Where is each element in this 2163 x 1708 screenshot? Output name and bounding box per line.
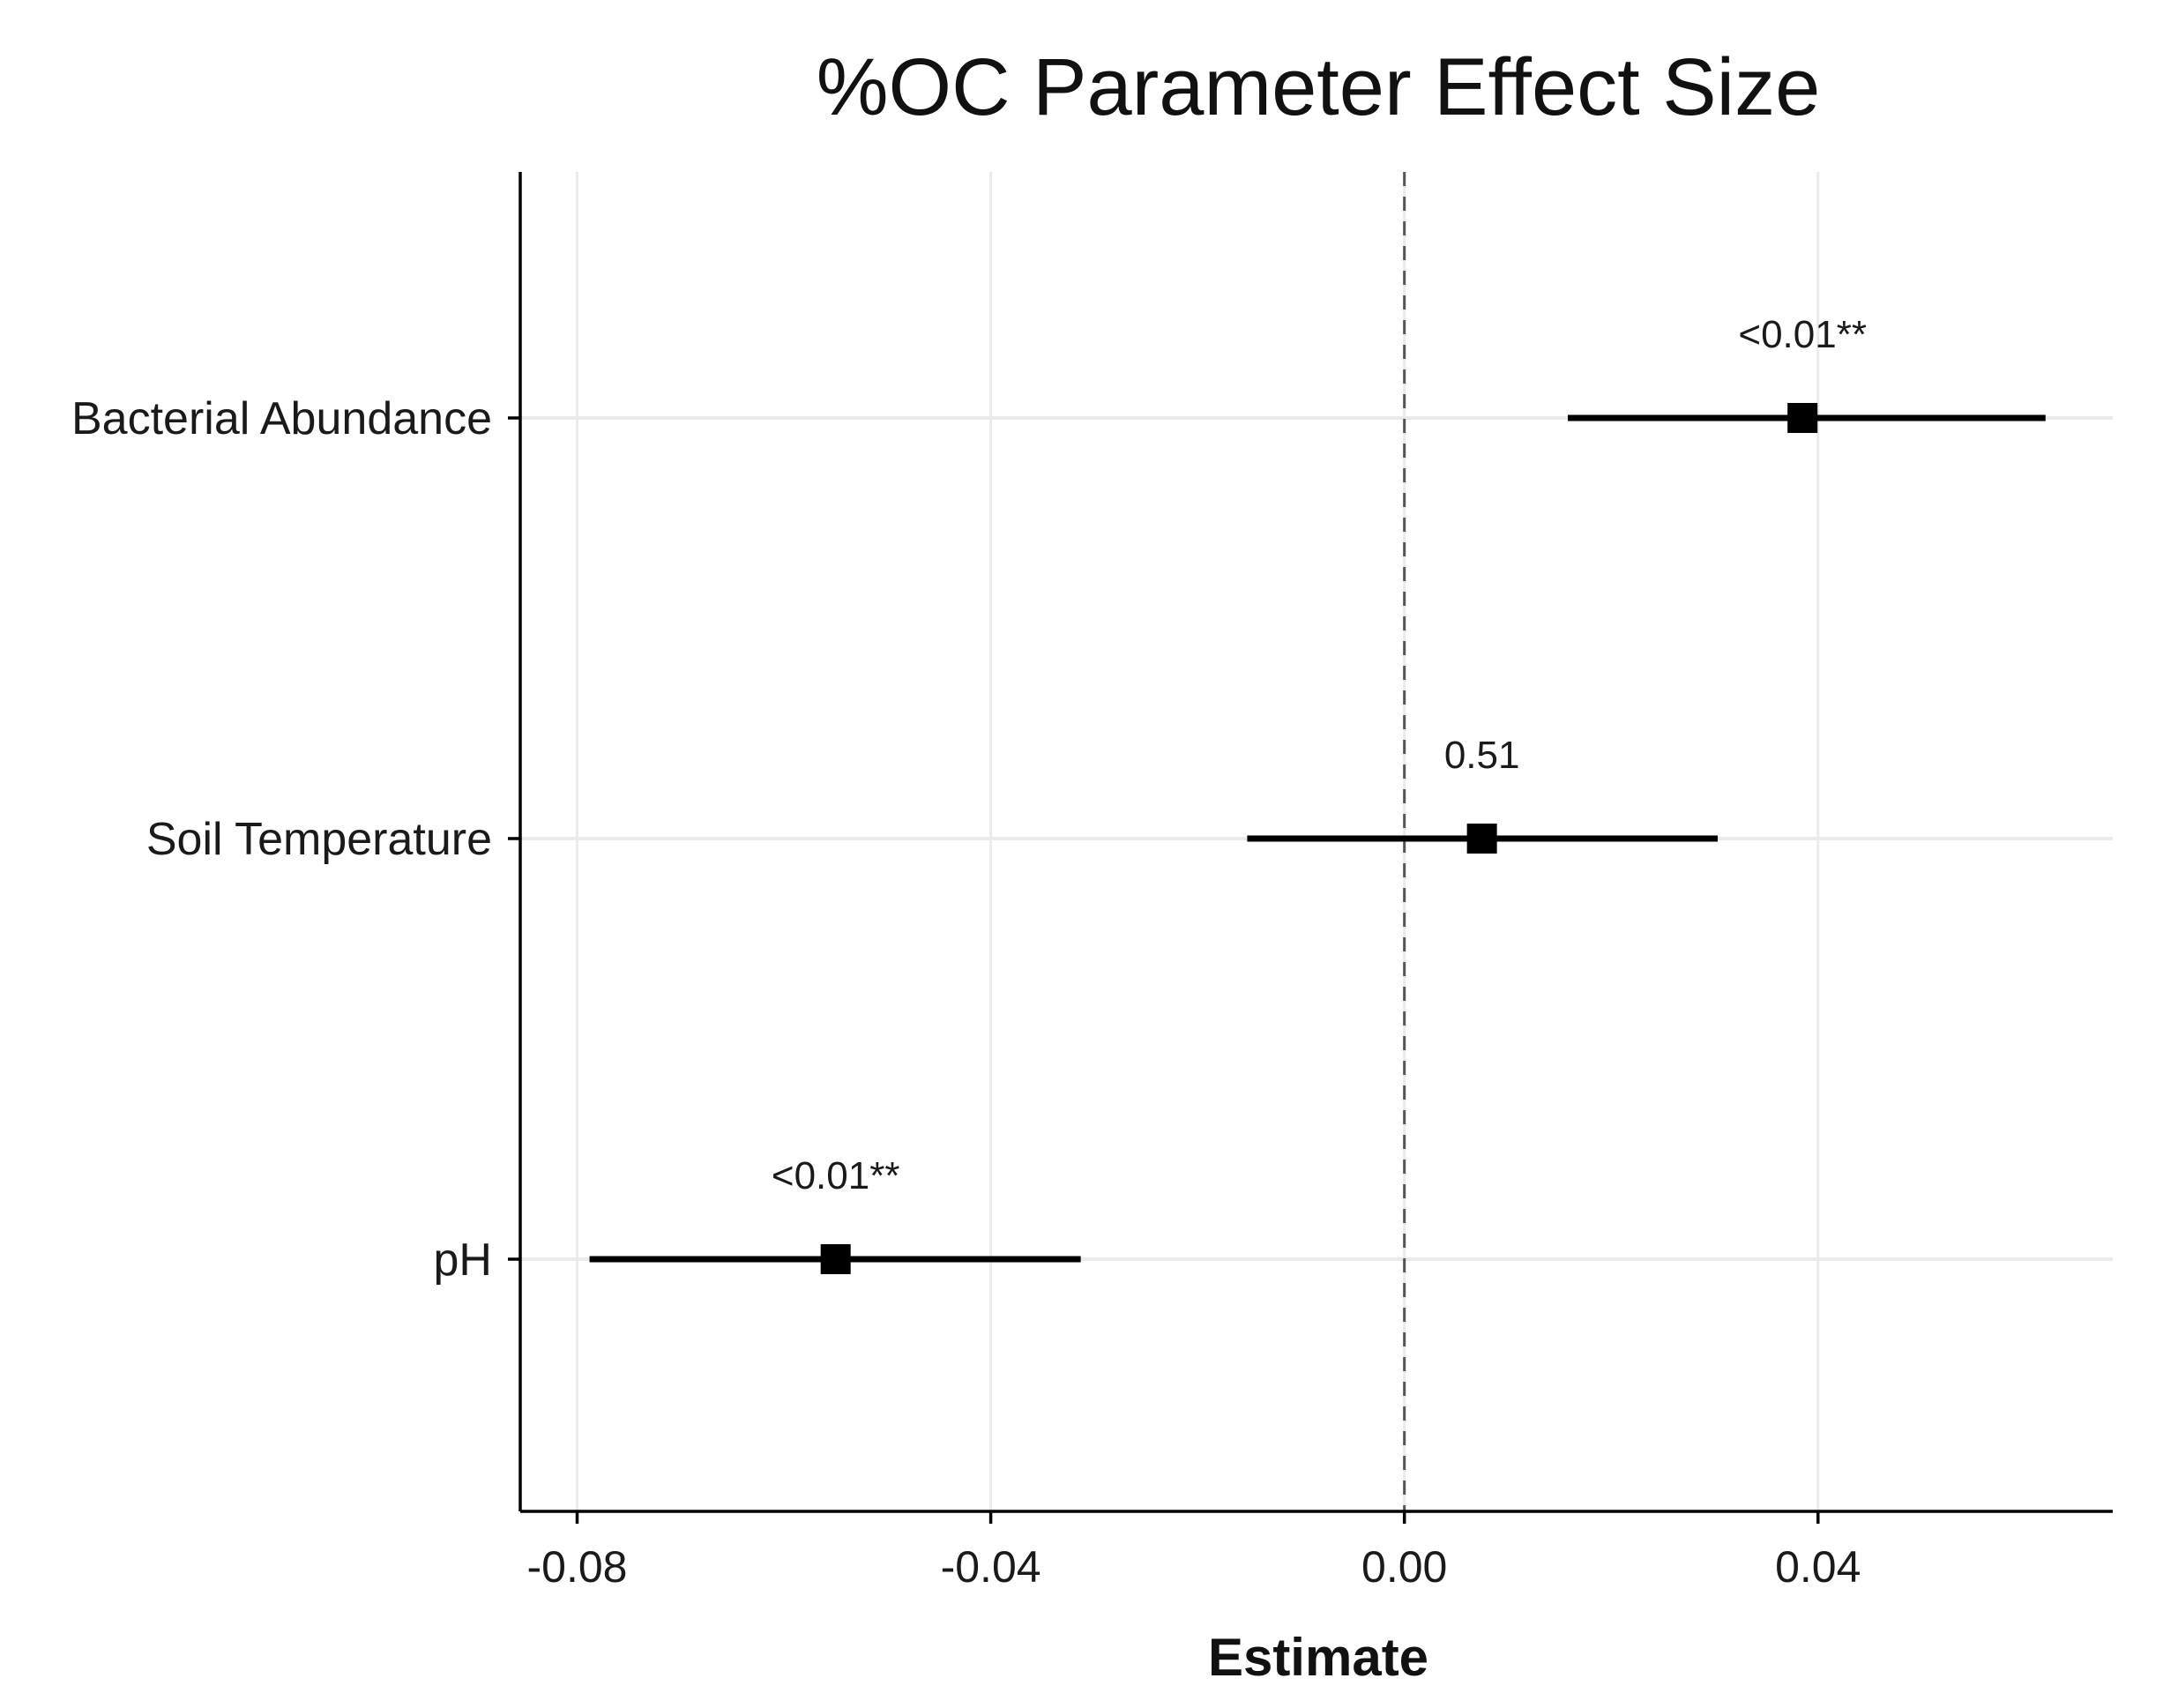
x-tick-label: 0.00 (1361, 1542, 1447, 1592)
p-value-label: <0.01** (1738, 313, 1867, 356)
chart-title: %OC Parameter Effect Size (817, 42, 1821, 132)
x-tick-label: 0.04 (1775, 1542, 1861, 1592)
x-tick-label: -0.08 (527, 1542, 628, 1592)
point-estimate (820, 1244, 851, 1274)
p-value-label: 0.51 (1444, 734, 1520, 777)
y-tick-label: pH (434, 1234, 492, 1286)
y-tick-label: Soil Temperature (146, 814, 492, 865)
x-tick-label: -0.04 (941, 1542, 1041, 1592)
point-estimate (1466, 824, 1497, 854)
y-tick-label: Bacterial Abundance (71, 393, 492, 444)
point-estimate (1787, 403, 1818, 433)
p-value-label: <0.01** (772, 1154, 900, 1197)
axis-layer: -0.08 -0.04 0.00 0.04 Bacterial Abundance Soi… (71, 172, 2113, 1592)
x-axis-title: Estimate (1208, 1628, 1428, 1687)
marks-layer: <0.01** 0.51 <0.01** (589, 313, 2046, 1274)
